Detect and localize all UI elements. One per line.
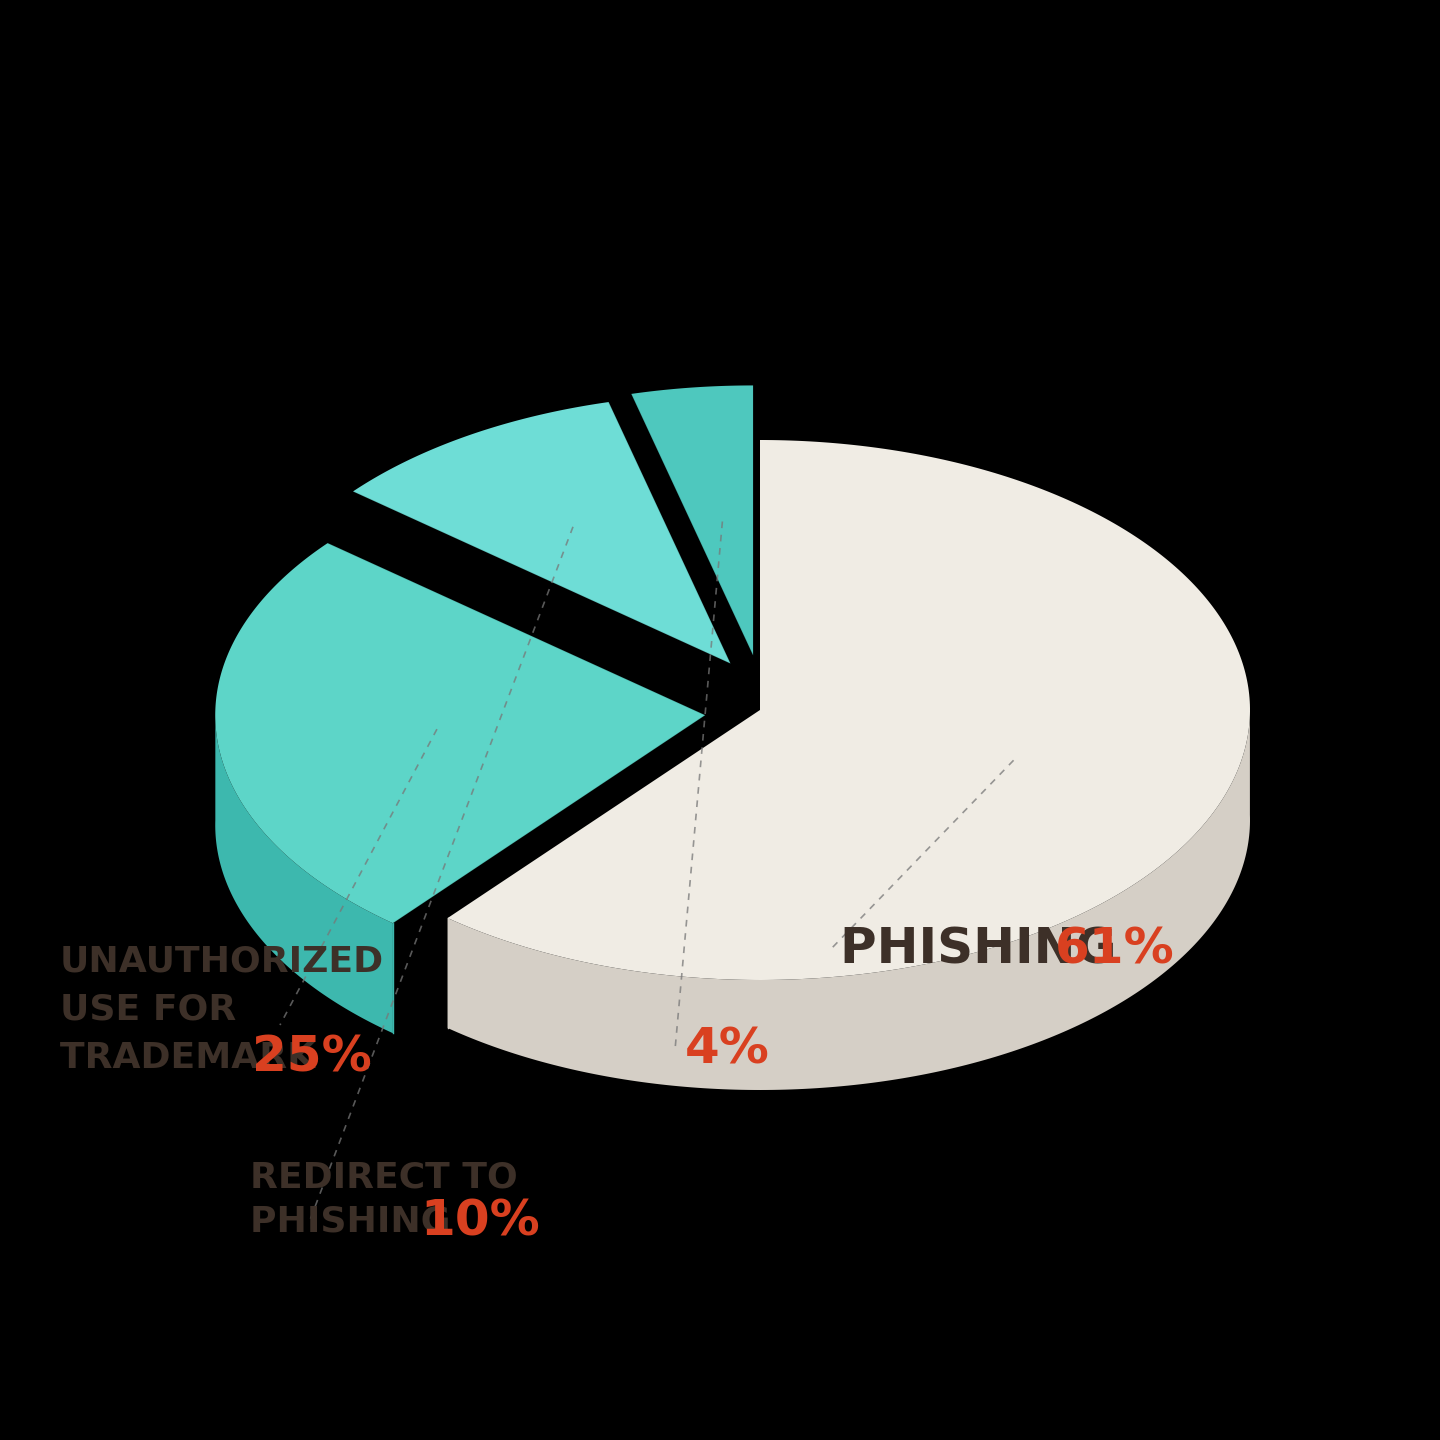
Text: 61%: 61% [1056,926,1175,973]
Polygon shape [631,386,753,655]
Polygon shape [215,710,393,1034]
Polygon shape [353,402,730,664]
Text: 4%: 4% [685,1025,770,1074]
Polygon shape [215,543,706,923]
Text: USE FOR: USE FOR [60,994,236,1027]
Text: 25%: 25% [252,1034,372,1081]
Polygon shape [448,441,1250,981]
Text: REDIRECT TO: REDIRECT TO [251,1161,518,1195]
Text: UNAUTHORIZED: UNAUTHORIZED [60,945,384,979]
Text: TRADEMARK: TRADEMARK [60,1041,328,1076]
Text: PHISHING: PHISHING [840,926,1135,973]
Text: 10%: 10% [420,1198,540,1246]
Text: PHISHING: PHISHING [251,1205,464,1238]
Polygon shape [448,704,1250,1090]
